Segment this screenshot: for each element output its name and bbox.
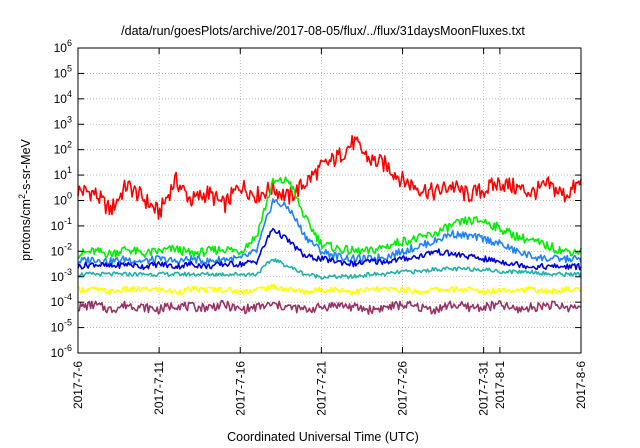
series-layer (77, 135, 582, 315)
flux-series-line (77, 176, 582, 259)
flux-series-line (77, 299, 582, 315)
y-tick-label: 10-3 (51, 267, 72, 284)
flux-series-line (77, 283, 582, 296)
chart-title: /data/run/goesPlots/archive/2017-08-05/f… (121, 24, 525, 38)
x-tick-label: 2017-7-11 (152, 361, 166, 415)
y-axis-label: protons/cm2-s-sr-MeV (17, 138, 33, 260)
y-tick-label: 104 (54, 89, 72, 106)
y-tick-label: 10-6 (51, 343, 72, 360)
y-tick-label: 102 (54, 140, 72, 157)
y-tick-label: 10-2 (51, 241, 72, 258)
y-tick-labels: 10-6 10-5 10-4 10-3 10-2 10-1 100 101 102 103 104 1… (51, 38, 72, 360)
x-tick-label: 2017-7-16 (233, 361, 247, 416)
x-tick-label: 2017-7-26 (396, 361, 410, 416)
y-tick-label: 101 (54, 165, 72, 182)
y-tick-label: 103 (54, 114, 72, 131)
y-tick-label: 105 (54, 63, 72, 80)
x-tick-labels: 2017-7-6 2017-7-11 2017-7-16 2017-7-21 2017-… (71, 361, 588, 416)
y-tick-label: 106 (54, 38, 72, 55)
y-tick-label: 100 (54, 191, 72, 208)
y-tick-label: 10-1 (51, 216, 72, 233)
y-tick-label: 10-4 (51, 292, 72, 309)
x-tick-label: 2017-7-21 (314, 361, 328, 416)
y-tick-label: 10-5 (51, 318, 72, 335)
x-tick-label: 2017-8-6 (574, 361, 588, 409)
x-tick-label: 2017-7-31 (477, 361, 491, 416)
flux-series-line (77, 198, 582, 266)
flux-series-line (77, 258, 582, 280)
flux-series-line (77, 227, 582, 271)
x-axis-label: Coordinated Universal Time (UTC) (227, 430, 419, 444)
x-tick-label: 2017-8-1 (493, 361, 507, 409)
axis-ticks (77, 47, 582, 354)
x-tick-label: 2017-7-6 (71, 361, 85, 409)
flux-series-line (77, 135, 582, 220)
